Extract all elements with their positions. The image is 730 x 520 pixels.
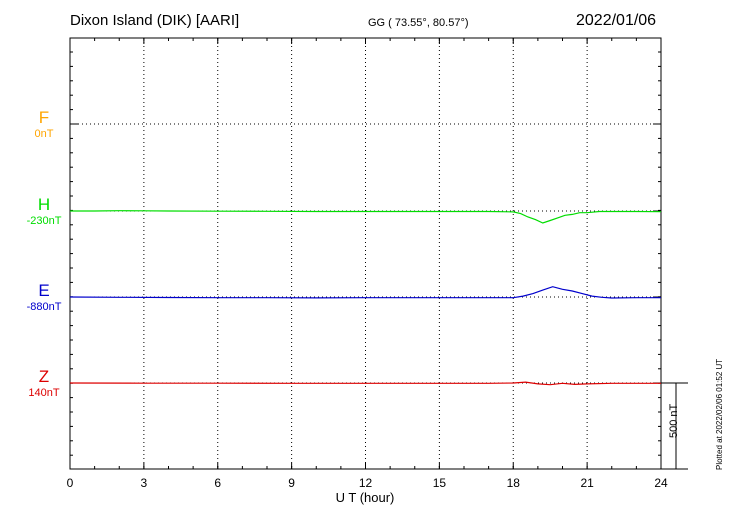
x-tick-label: 9 (288, 476, 295, 490)
station-title: Dixon Island (DIK) [AARI] (70, 12, 240, 29)
x-tick-label: 21 (580, 476, 594, 490)
series-line-z (69, 381, 661, 386)
geographic-coordinates: GG ( 73.55°, 80.57°) (368, 17, 469, 29)
date-title: 2022/01/06 (576, 12, 657, 29)
x-axis-label: U T (hour) (335, 490, 395, 505)
x-tick-label: 24 (654, 476, 668, 490)
channel-name-f: F (38, 108, 50, 127)
channel-name-h: H (37, 195, 51, 214)
x-tick-label: 15 (432, 476, 447, 490)
series-line-h (70, 210, 662, 224)
scale-bar-label: 500 nT (668, 403, 680, 438)
x-tick-label: 0 (66, 476, 74, 490)
channel-label-f: F 0nT (14, 108, 74, 140)
x-tick-label: 6 (214, 476, 222, 490)
channel-label-e: E -880nT (14, 281, 74, 313)
channel-name-e: E (38, 281, 50, 300)
channel-label-h: H -230nT (14, 195, 74, 227)
channel-name-z: Z (38, 367, 50, 386)
plotted-timestamp: Plotted at 2022/02/06 01:52 UT (715, 358, 724, 470)
channel-baseline-z: 140nT (28, 387, 60, 399)
channel-baseline-f: 0nT (34, 128, 54, 140)
x-tick-label: 3 (140, 476, 148, 490)
channel-baseline-h: -230nT (26, 215, 62, 227)
channel-baseline-e: -880nT (26, 301, 62, 313)
channel-label-z: Z 140nT (14, 367, 74, 399)
x-tick-label: 18 (506, 476, 520, 490)
series-line-e (69, 286, 661, 299)
x-tick-label: 12 (358, 476, 373, 490)
